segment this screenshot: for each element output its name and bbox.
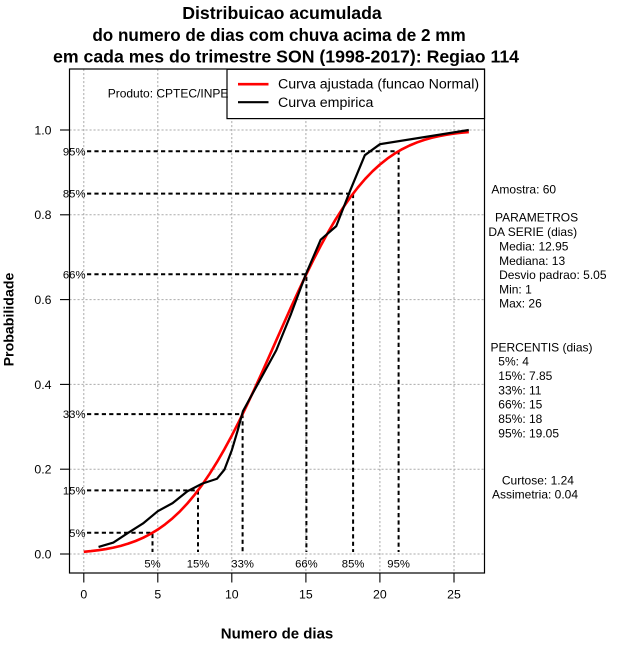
- svg-text:0.4: 0.4: [34, 378, 51, 392]
- svg-text:85%: 85%: [63, 189, 86, 201]
- svg-text:20: 20: [373, 588, 387, 602]
- svg-text:33%: 33%: [231, 559, 254, 571]
- svg-text:1.0: 1.0: [34, 123, 51, 137]
- svg-text:Amostra: 60: Amostra: 60: [491, 183, 556, 197]
- svg-text:15%: 15%: [63, 486, 86, 498]
- svg-text:95%: 95%: [63, 146, 86, 158]
- svg-text:5: 5: [154, 588, 161, 602]
- svg-text:5%: 5%: [144, 559, 160, 571]
- svg-text:66%: 66%: [63, 269, 86, 281]
- svg-text:15%: 15%: [187, 559, 210, 571]
- svg-text:0.6: 0.6: [34, 293, 51, 307]
- svg-text:Min: 1: Min: 1: [499, 282, 532, 296]
- svg-text:5%: 5%: [69, 528, 85, 540]
- svg-text:25: 25: [447, 588, 461, 602]
- svg-text:95%: 19.05: 95%: 19.05: [498, 426, 559, 440]
- svg-text:66%: 66%: [295, 559, 318, 571]
- svg-text:0.8: 0.8: [34, 208, 51, 222]
- svg-text:Media: 12.95: Media: 12.95: [499, 240, 569, 254]
- svg-text:5%: 4: 5%: 4: [498, 355, 529, 369]
- svg-text:DA SERIE (dias): DA SERIE (dias): [488, 225, 577, 239]
- svg-text:Curva ajustada (funcao Normal): Curva ajustada (funcao Normal): [278, 77, 479, 93]
- svg-text:33%: 11: 33%: 11: [498, 383, 541, 397]
- svg-text:Max: 26: Max: 26: [499, 297, 542, 311]
- svg-text:em cada mes do trimestre SON (: em cada mes do trimestre SON (1998-2017)…: [53, 46, 519, 66]
- svg-text:15: 15: [299, 588, 313, 602]
- svg-text:0.0: 0.0: [34, 547, 51, 561]
- svg-text:Numero de dias: Numero de dias: [221, 626, 334, 643]
- svg-text:0: 0: [80, 588, 87, 602]
- svg-text:0.2: 0.2: [34, 463, 51, 477]
- svg-text:Produto: CPTEC/INPE: Produto: CPTEC/INPE: [108, 87, 229, 101]
- svg-text:PERCENTIS (dias): PERCENTIS (dias): [491, 340, 593, 354]
- svg-text:85%: 18: 85%: 18: [498, 412, 542, 426]
- svg-text:15%: 7.85: 15%: 7.85: [498, 369, 552, 383]
- svg-text:PARAMETROS: PARAMETROS: [495, 211, 578, 225]
- svg-text:10: 10: [225, 588, 239, 602]
- svg-text:Probabilidade: Probabilidade: [2, 272, 18, 366]
- svg-text:33%: 33%: [63, 409, 86, 421]
- svg-text:Curtose: 1.24: Curtose: 1.24: [502, 473, 574, 487]
- svg-text:Desvio padrao: 5.05: Desvio padrao: 5.05: [499, 268, 607, 282]
- svg-text:Distribuicao acumulada: Distribuicao acumulada: [182, 3, 382, 23]
- svg-text:85%: 85%: [342, 559, 365, 571]
- svg-text:95%: 95%: [387, 559, 410, 571]
- svg-text:Curva empirica: Curva empirica: [278, 95, 374, 111]
- svg-text:Mediana: 13: Mediana: 13: [499, 254, 565, 268]
- svg-text:Assimetria: 0.04: Assimetria: 0.04: [492, 488, 578, 502]
- svg-text:do numero de dias com chuva ac: do numero de dias com chuva acima de 2 m…: [92, 26, 465, 45]
- svg-text:66%: 15: 66%: 15: [498, 398, 542, 412]
